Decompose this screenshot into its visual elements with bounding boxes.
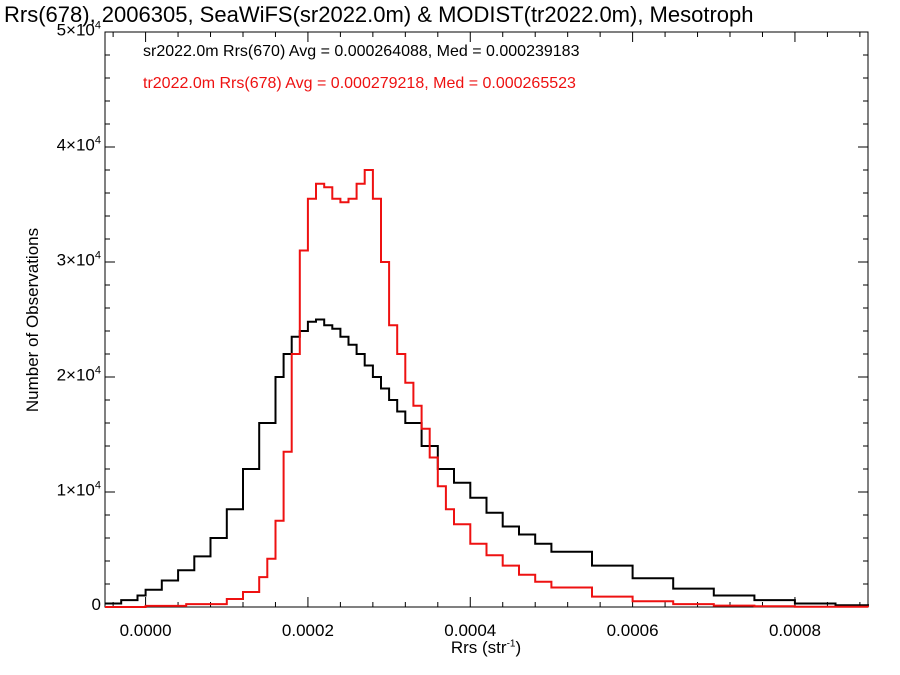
- x-axis-label-end: ): [515, 638, 522, 657]
- y-tick-mantissa: 4×10: [56, 135, 95, 155]
- x-tick-label: 0.0004: [444, 621, 497, 640]
- series-red-histogram: [105, 169, 869, 608]
- y-tick-mantissa: 3×10: [56, 250, 95, 270]
- series-layer: [105, 169, 869, 608]
- x-tick-label: 0.0000: [119, 621, 172, 640]
- y-tick-label: 0: [92, 595, 101, 615]
- x-tick-label: 0.0008: [768, 621, 821, 640]
- y-tick-label: 3×104: [57, 250, 101, 271]
- legend-red-series: tr2022.0m Rrs(678) Avg = 0.000279218, Me…: [143, 75, 576, 92]
- x-axis-label-main: Rrs (str: [450, 638, 507, 657]
- y-tick-mantissa: 2×10: [56, 365, 95, 385]
- y-tick-label: 2×104: [57, 365, 101, 386]
- series-black-histogram: [105, 318, 869, 607]
- chart-title: Rrs(678), 2006305, SeaWiFS(sr2022.0m) & …: [4, 2, 754, 27]
- y-tick-exponent: 4: [94, 19, 101, 32]
- x-axis-label-sup: -1: [506, 638, 516, 650]
- y-tick-mantissa: 1×10: [56, 480, 95, 500]
- y-tick-exponent: 4: [94, 364, 101, 377]
- y-tick-label: 1×104: [57, 480, 101, 501]
- y-tick-label: 4×104: [57, 135, 101, 156]
- y-tick-exponent: 4: [94, 134, 101, 147]
- plot-frame: [104, 31, 869, 608]
- x-tick-label: 0.0006: [606, 621, 659, 640]
- axes-layer: [104, 31, 869, 608]
- x-tick-label: 0.0002: [281, 621, 334, 640]
- legend-black-series: sr2022.0m Rrs(670) Avg = 0.000264088, Me…: [143, 43, 580, 60]
- y-tick-mantissa: 5×10: [56, 20, 95, 40]
- y-tick-exponent: 4: [94, 249, 101, 262]
- y-tick-exponent: 4: [94, 479, 101, 492]
- x-axis-label: Rrs (str-1): [451, 638, 521, 658]
- y-tick-label: 5×104: [57, 20, 101, 41]
- y-tick-mantissa: 0: [91, 595, 101, 614]
- y-axis-label: Number of Observations: [23, 227, 42, 413]
